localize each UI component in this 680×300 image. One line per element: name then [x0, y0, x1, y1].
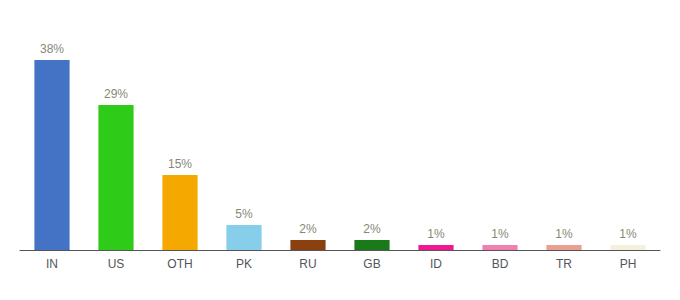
svg-text:IN: IN	[46, 257, 58, 271]
svg-text:RU: RU	[299, 257, 316, 271]
svg-text:ID: ID	[430, 257, 442, 271]
svg-text:GB: GB	[363, 257, 380, 271]
svg-text:38%: 38%	[40, 42, 64, 56]
svg-text:1%: 1%	[491, 227, 509, 241]
svg-text:TR: TR	[556, 257, 572, 271]
svg-text:OTH: OTH	[167, 257, 192, 271]
svg-text:2%: 2%	[363, 222, 381, 236]
svg-text:PK: PK	[236, 257, 252, 271]
svg-text:PH: PH	[620, 257, 637, 271]
svg-text:1%: 1%	[427, 227, 445, 241]
svg-text:5%: 5%	[235, 207, 253, 221]
svg-text:29%: 29%	[104, 87, 128, 101]
svg-text:1%: 1%	[619, 227, 637, 241]
svg-text:BD: BD	[492, 257, 509, 271]
svg-text:1%: 1%	[555, 227, 573, 241]
svg-text:US: US	[108, 257, 125, 271]
svg-text:15%: 15%	[168, 157, 192, 171]
svg-text:2%: 2%	[299, 222, 317, 236]
